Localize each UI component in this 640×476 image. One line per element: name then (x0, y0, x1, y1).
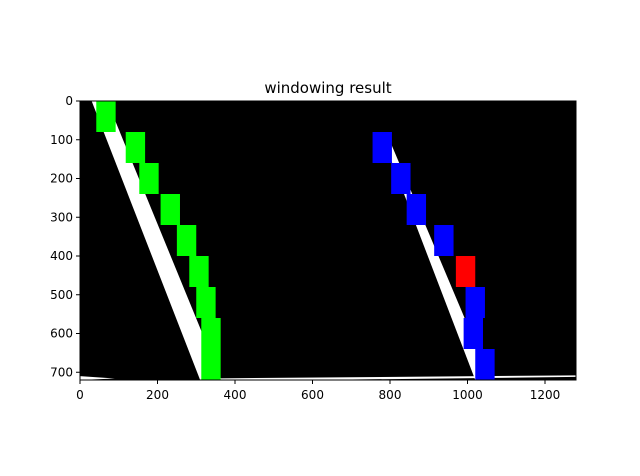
y-tick-label: 600 (50, 327, 73, 341)
plot-area (80, 101, 576, 380)
left-window (139, 163, 159, 194)
x-tick-label: 1200 (530, 388, 561, 402)
right-window (465, 287, 485, 318)
left-window (176, 225, 197, 256)
left-window (125, 132, 146, 163)
left-lane-pixels (91, 101, 222, 380)
right-window (475, 349, 495, 380)
left-window (160, 194, 180, 225)
x-tick-label: 0 (76, 388, 84, 402)
chart-title: windowing result (264, 79, 391, 97)
axes: 0 200 400 600 800 1000 1200 0 100 200 300 400 500 600… (50, 94, 577, 402)
left-window (196, 287, 216, 318)
y-tick-label: 100 (50, 133, 73, 147)
left-window (189, 256, 209, 287)
road-edge-pixels (80, 376, 115, 380)
right-window (391, 163, 411, 194)
y-tick-label: 200 (50, 172, 73, 186)
x-tick-label: 200 (146, 388, 169, 402)
x-tick-label: 800 (379, 388, 402, 402)
y-tick-label: 500 (50, 288, 73, 302)
left-window (201, 349, 221, 380)
left-window (96, 101, 116, 132)
right-window (372, 132, 392, 163)
x-tick-label: 1000 (452, 388, 483, 402)
y-tick-label: 0 (65, 94, 73, 108)
x-tick-label: 400 (224, 388, 247, 402)
left-window (201, 318, 221, 349)
right-window (434, 225, 454, 256)
y-tick-label: 300 (50, 210, 73, 224)
x-tick-label: 600 (301, 388, 324, 402)
right-window (406, 194, 427, 225)
y-tick-label: 700 (50, 365, 73, 379)
axes-frame (79, 100, 577, 381)
y-tick-label: 400 (50, 249, 73, 263)
right-window (455, 256, 476, 287)
right-window (463, 318, 483, 349)
